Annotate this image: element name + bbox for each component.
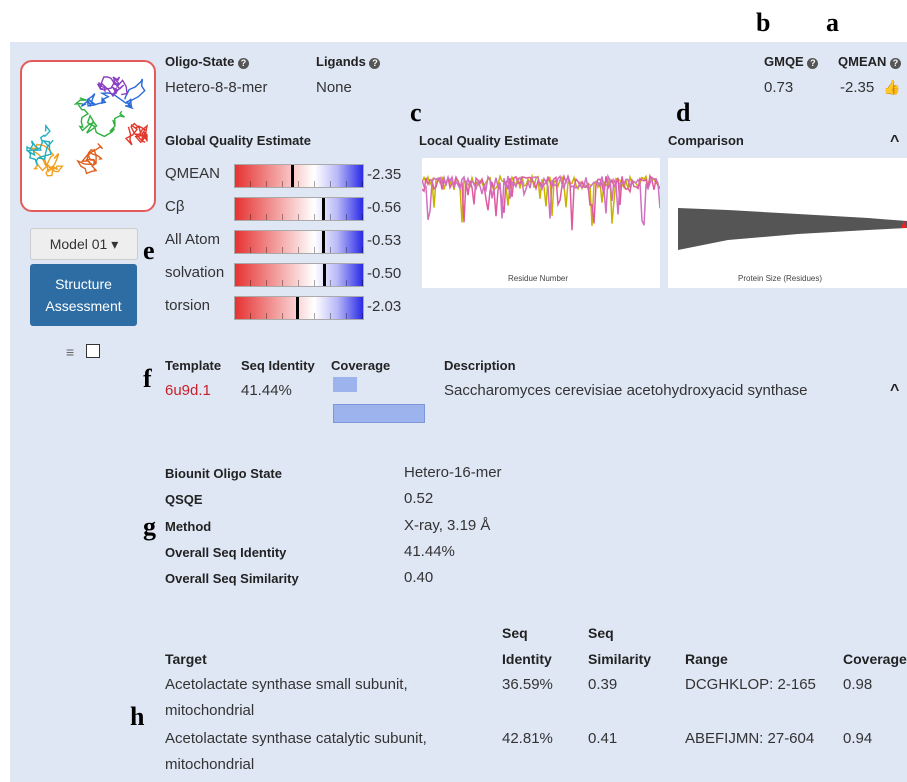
axis-label: Protein Size (Residues) — [738, 274, 822, 283]
molecule-chain — [126, 124, 147, 145]
annotation-letter: f — [143, 364, 152, 394]
template-header: Template — [165, 358, 221, 373]
quality-name: All Atom — [165, 231, 220, 248]
annotation-letter: h — [130, 702, 144, 732]
annotation-letter: d — [676, 98, 690, 128]
checkbox[interactable] — [86, 344, 100, 358]
detail-value: 0.52 — [404, 490, 433, 507]
detail-label: Biounit Oligo State — [165, 466, 282, 481]
target-header: Target — [165, 651, 207, 667]
detail-label: Overall Seq Identity — [165, 545, 286, 560]
target-name: Acetolactate synthase small subunit, — [165, 676, 408, 693]
molecule-chain — [78, 144, 103, 174]
annotation-letter: b — [756, 8, 770, 38]
model-thumbnail[interactable] — [20, 60, 156, 212]
page: Model 01 ▾ Structure Assessment ≡ ^ ^ a b… — [0, 0, 907, 782]
detail-label: Method — [165, 519, 211, 534]
summary-value: Hetero-8-8-mer — [165, 79, 268, 96]
detail-label: Overall Seq Similarity — [165, 571, 299, 586]
detail-value: 41.44% — [404, 543, 455, 560]
axis-label: Residue Number — [508, 274, 568, 283]
quality-bar — [234, 230, 364, 254]
quality-value: -0.53 — [367, 232, 401, 249]
summary-value: -2.35 — [840, 79, 874, 96]
quality-name: Cβ — [165, 198, 184, 215]
quality-marker — [296, 297, 299, 319]
coverage-bar-small — [333, 377, 357, 392]
target-header: Similarity — [588, 651, 651, 667]
section-title: Comparison — [668, 133, 744, 148]
quality-name: QMEAN — [165, 165, 220, 182]
target-cell: 0.39 — [588, 676, 617, 693]
target-cell: 36.59% — [502, 676, 553, 693]
detail-label: QSQE — [165, 492, 203, 507]
comparison-plot — [668, 158, 907, 288]
template-id[interactable]: 6u9d.1 — [165, 382, 211, 399]
coverage-bar-full — [333, 404, 425, 423]
quality-name: solvation — [165, 264, 224, 281]
annotation-letter: c — [410, 98, 422, 128]
target-header: Range — [685, 651, 728, 667]
quality-value: -2.35 — [367, 166, 401, 183]
section-title: Global Quality Estimate — [165, 133, 311, 148]
model-button[interactable]: Model 01 ▾ — [30, 228, 138, 260]
quality-bar — [234, 164, 364, 188]
quality-bar — [234, 263, 364, 287]
local-quality-plot — [422, 158, 660, 288]
template-description: Saccharomyces cerevisiae acetohydroxyaci… — [444, 382, 808, 399]
quality-marker — [323, 264, 326, 286]
summary-label: QMEAN ? — [838, 54, 901, 69]
summary-label: Oligo-State ? — [165, 54, 249, 69]
target-name: Acetolactate synthase catalytic subunit, — [165, 730, 427, 747]
target-cell: ABEFIJMN: 27-604 — [685, 730, 814, 747]
summary-value: 0.73 — [764, 79, 793, 96]
template-header: Seq Identity — [241, 358, 315, 373]
section-title: Local Quality Estimate — [419, 133, 558, 148]
model-button-label: Model 01 — [50, 236, 108, 252]
molecule-chain — [81, 79, 145, 108]
molecule-image — [22, 62, 154, 210]
quality-marker — [291, 165, 294, 187]
annotation-letter: e — [143, 236, 155, 266]
template-seq-identity: 41.44% — [241, 382, 292, 399]
target-header: Seq — [502, 625, 528, 641]
target-cell: 0.98 — [843, 676, 872, 693]
target-header: Coverage — [843, 651, 907, 667]
quality-value: -0.50 — [367, 265, 401, 282]
template-header: Description — [444, 358, 516, 373]
detail-value: X-ray, 3.19 Å — [404, 517, 490, 534]
quality-name: torsion — [165, 297, 210, 314]
quality-value: -0.56 — [367, 199, 401, 216]
caret[interactable]: ^ — [890, 382, 899, 400]
target-cell: 0.41 — [588, 730, 617, 747]
summary-label: GMQE ? — [764, 54, 818, 69]
quality-bar — [234, 197, 364, 221]
assessment-button[interactable]: Structure Assessment — [30, 264, 137, 326]
caret[interactable]: ^ — [890, 133, 899, 151]
summary-label: Ligands ? — [316, 54, 380, 69]
target-cell: DCGHKLOP: 2-165 — [685, 676, 816, 693]
quality-marker — [322, 231, 325, 253]
target-cell: 0.94 — [843, 730, 872, 747]
quality-value: -2.03 — [367, 298, 401, 315]
target-header: Seq — [588, 625, 614, 641]
summary-value: None — [316, 79, 352, 96]
thumbs-icon: 👍 — [883, 79, 900, 96]
annotation-letter: g — [143, 512, 156, 542]
detail-value: 0.40 — [404, 569, 433, 586]
template-header: Coverage — [331, 358, 390, 373]
target-name: mitochondrial — [165, 702, 254, 719]
target-cell: 42.81% — [502, 730, 553, 747]
annotation-letter: a — [826, 8, 839, 38]
quality-marker — [322, 198, 325, 220]
list-icon[interactable]: ≡ — [66, 344, 74, 360]
target-name: mitochondrial — [165, 756, 254, 773]
assessment-button-label: Structure Assessment — [30, 273, 137, 317]
detail-value: Hetero-16-mer — [404, 464, 502, 481]
target-header: Identity — [502, 651, 552, 667]
comparison-cloud — [678, 208, 907, 250]
